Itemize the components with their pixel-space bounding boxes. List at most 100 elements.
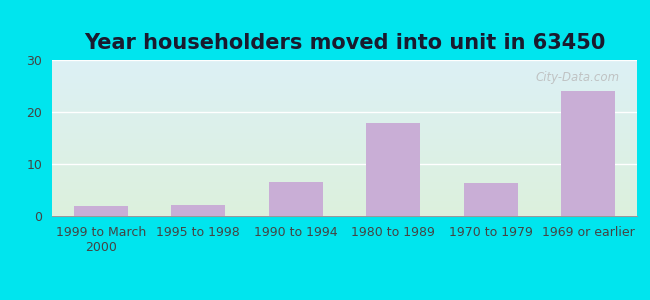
Bar — [52, 90, 637, 91]
Bar — [52, 99, 637, 100]
Bar — [52, 126, 637, 127]
Bar — [52, 172, 637, 173]
Bar — [52, 209, 637, 210]
Bar — [52, 145, 637, 146]
Bar — [52, 186, 637, 187]
Bar — [52, 74, 637, 75]
Bar — [52, 182, 637, 183]
Bar — [52, 66, 637, 67]
Bar — [52, 166, 637, 167]
Bar — [52, 81, 637, 82]
Bar — [52, 154, 637, 155]
Bar — [52, 205, 637, 206]
Bar — [52, 140, 637, 141]
Bar — [52, 210, 637, 211]
Bar — [52, 201, 637, 202]
Bar — [52, 214, 637, 215]
Bar — [52, 160, 637, 161]
Bar — [52, 73, 637, 74]
Bar — [52, 116, 637, 117]
Bar — [52, 97, 637, 98]
Bar — [52, 72, 637, 73]
Bar — [52, 215, 637, 216]
Bar — [52, 122, 637, 123]
Bar — [52, 150, 637, 151]
Bar — [52, 80, 637, 81]
Bar — [52, 148, 637, 149]
Bar — [52, 173, 637, 174]
Bar — [52, 103, 637, 104]
Bar — [52, 174, 637, 175]
Bar — [52, 161, 637, 162]
Bar — [52, 75, 637, 76]
Bar — [52, 164, 637, 165]
Bar — [52, 71, 637, 72]
Bar — [52, 125, 637, 126]
Bar — [52, 190, 637, 191]
Bar — [52, 87, 637, 88]
Bar — [52, 134, 637, 135]
Bar — [52, 101, 637, 102]
Bar — [52, 67, 637, 68]
Bar — [52, 168, 637, 169]
Bar — [52, 207, 637, 208]
Bar — [52, 208, 637, 209]
Bar — [52, 77, 637, 78]
Bar — [52, 206, 637, 207]
Bar — [52, 153, 637, 154]
Bar — [52, 61, 637, 62]
Bar — [52, 187, 637, 188]
Bar — [52, 84, 637, 85]
Bar — [52, 89, 637, 90]
Bar — [52, 143, 637, 144]
Bar — [52, 110, 637, 111]
Bar — [52, 203, 637, 204]
Bar — [52, 132, 637, 133]
Bar — [52, 86, 637, 87]
Bar — [52, 195, 637, 196]
Bar — [52, 85, 637, 86]
Bar — [52, 109, 637, 110]
Bar — [52, 197, 637, 198]
Bar — [52, 171, 637, 172]
Bar — [52, 212, 637, 213]
Bar — [52, 131, 637, 132]
Bar — [52, 113, 637, 114]
Bar — [52, 181, 637, 182]
Bar — [52, 118, 637, 119]
Bar — [52, 192, 637, 193]
Bar — [52, 63, 637, 64]
Bar — [52, 169, 637, 170]
Bar — [52, 82, 637, 83]
Bar — [52, 183, 637, 184]
Bar — [52, 104, 637, 105]
Bar — [52, 70, 637, 71]
Bar — [52, 133, 637, 134]
Bar — [52, 180, 637, 181]
Bar — [52, 139, 637, 140]
Bar — [52, 129, 637, 130]
Bar — [52, 178, 637, 179]
Bar — [52, 117, 637, 118]
Bar — [52, 91, 637, 92]
Bar — [52, 105, 637, 106]
Title: Year householders moved into unit in 63450: Year householders moved into unit in 634… — [84, 33, 605, 53]
Bar — [52, 194, 637, 195]
Bar — [52, 100, 637, 101]
Bar — [52, 155, 637, 156]
Bar — [52, 107, 637, 108]
Bar — [52, 119, 637, 120]
Bar — [269, 182, 322, 216]
Bar — [52, 142, 637, 143]
Bar — [52, 94, 637, 95]
Bar — [52, 188, 637, 189]
Bar — [52, 193, 637, 194]
Bar — [52, 204, 637, 205]
Bar — [52, 127, 637, 128]
Bar — [52, 112, 637, 113]
Bar — [52, 68, 637, 69]
Bar — [52, 141, 637, 142]
Bar — [52, 98, 637, 99]
Bar — [52, 191, 637, 192]
Bar — [52, 211, 637, 212]
